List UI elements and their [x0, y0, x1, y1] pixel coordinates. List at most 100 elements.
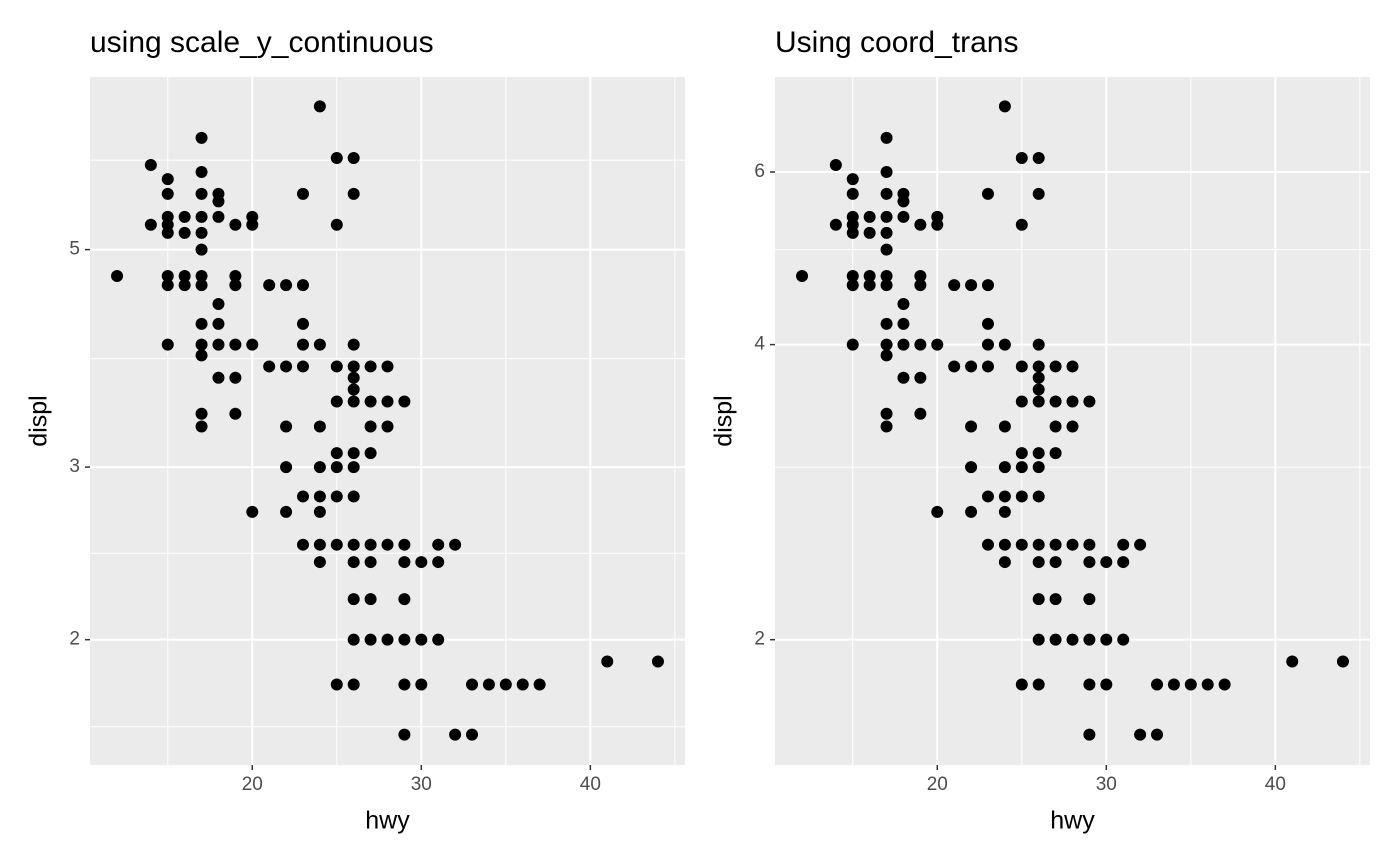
point — [347, 447, 360, 460]
point — [347, 187, 360, 200]
y-tick-label: 3 — [69, 456, 80, 477]
point — [246, 218, 259, 231]
point — [1151, 678, 1164, 691]
point — [998, 538, 1011, 551]
point — [1184, 678, 1197, 691]
point — [981, 187, 994, 200]
point — [449, 728, 462, 741]
point — [499, 678, 512, 691]
point — [263, 360, 276, 373]
point — [1201, 678, 1214, 691]
point — [1117, 538, 1130, 551]
point — [212, 338, 225, 351]
point — [178, 210, 191, 223]
point — [998, 556, 1011, 569]
point — [1049, 556, 1062, 569]
point — [347, 338, 360, 351]
y-tick-label: 2 — [69, 629, 80, 650]
point — [965, 360, 978, 373]
point — [296, 490, 309, 503]
point — [1066, 633, 1079, 646]
point — [364, 538, 377, 551]
point — [347, 461, 360, 474]
point — [880, 210, 893, 223]
point — [914, 269, 927, 282]
y-tick-label: 5 — [69, 239, 80, 260]
point — [280, 420, 293, 433]
point — [144, 218, 157, 231]
point — [1032, 338, 1045, 351]
point — [1049, 447, 1062, 460]
point — [1049, 420, 1062, 433]
point — [111, 269, 124, 282]
point — [914, 338, 927, 351]
point — [897, 195, 910, 208]
point — [347, 593, 360, 606]
point — [212, 298, 225, 311]
point — [846, 173, 859, 186]
point — [1032, 678, 1045, 691]
point — [161, 173, 174, 186]
point — [998, 420, 1011, 433]
point — [466, 678, 479, 691]
point — [330, 218, 343, 231]
point — [880, 131, 893, 144]
point — [998, 461, 1011, 474]
point — [280, 279, 293, 292]
point — [178, 269, 191, 282]
point — [981, 360, 994, 373]
x-tick-label: 40 — [580, 774, 601, 795]
point — [280, 360, 293, 373]
point — [880, 338, 893, 351]
point — [195, 338, 208, 351]
point — [398, 678, 411, 691]
point — [965, 279, 978, 292]
point — [965, 461, 978, 474]
point — [1066, 395, 1079, 408]
point — [1032, 633, 1045, 646]
point — [347, 152, 360, 165]
point — [1015, 538, 1028, 551]
point — [998, 338, 1011, 351]
point — [1049, 395, 1062, 408]
x-axis-label: hwy — [365, 807, 410, 835]
point — [998, 490, 1011, 503]
point — [965, 420, 978, 433]
point — [846, 338, 859, 351]
point — [1218, 678, 1231, 691]
point — [897, 371, 910, 384]
point — [364, 633, 377, 646]
point — [229, 338, 242, 351]
point — [1066, 538, 1079, 551]
point — [1032, 152, 1045, 165]
point — [846, 269, 859, 282]
point — [981, 317, 994, 330]
point — [1066, 420, 1079, 433]
point — [330, 678, 343, 691]
point — [415, 633, 428, 646]
point — [981, 338, 994, 351]
point — [846, 279, 859, 292]
point — [1015, 395, 1028, 408]
point — [296, 317, 309, 330]
point — [998, 100, 1011, 113]
point — [347, 490, 360, 503]
point — [195, 187, 208, 200]
point — [880, 269, 893, 282]
point — [1032, 187, 1045, 200]
point — [1100, 633, 1113, 646]
point — [981, 279, 994, 292]
point — [161, 338, 174, 351]
point — [195, 407, 208, 420]
point — [1049, 538, 1062, 551]
point — [364, 593, 377, 606]
point — [1083, 678, 1096, 691]
point — [1032, 395, 1045, 408]
point — [212, 371, 225, 384]
point — [296, 338, 309, 351]
point — [829, 158, 842, 171]
point — [897, 210, 910, 223]
point — [863, 269, 876, 282]
point — [880, 407, 893, 420]
